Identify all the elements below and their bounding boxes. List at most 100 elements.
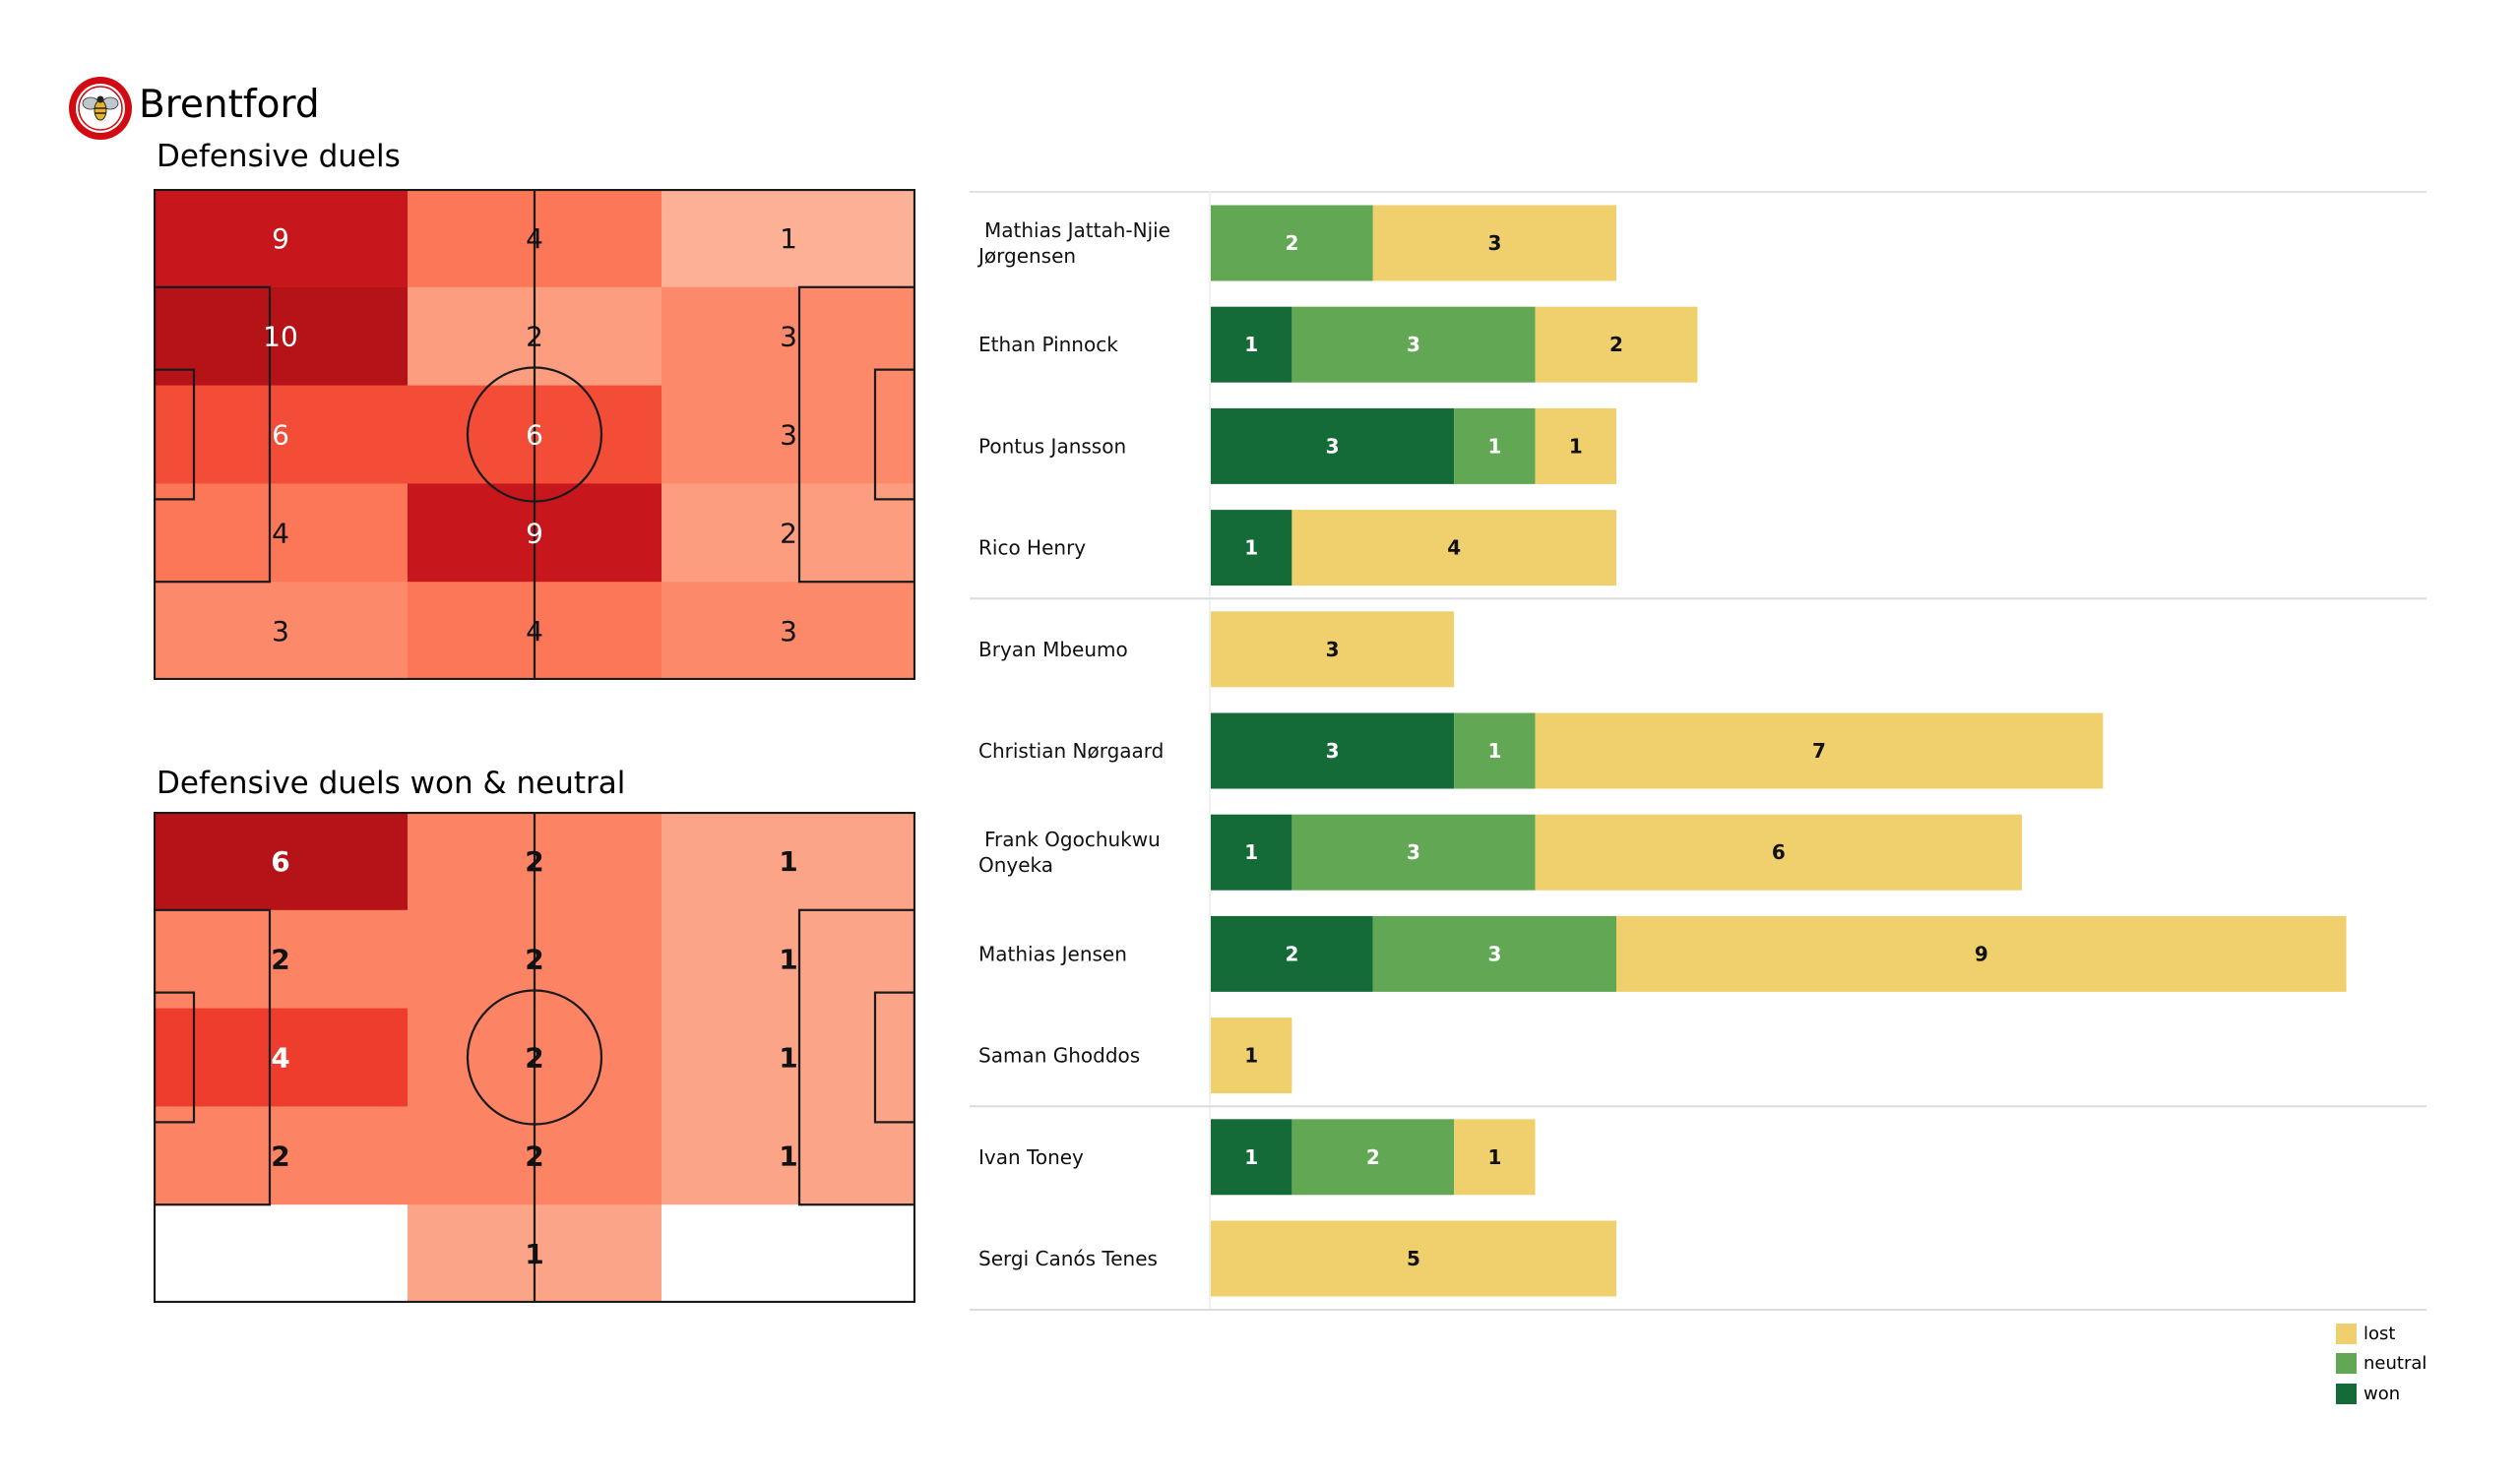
player-label: Sergi Canós Tenes [978, 1247, 1158, 1270]
heatmap-cell-label: 2 [525, 845, 543, 878]
heatmap-cell [662, 189, 915, 288]
legend-swatch-neutral [2336, 1353, 2357, 1375]
bar-value-label: 1 [1244, 840, 1258, 864]
legend-item-lost: lost [2336, 1319, 2426, 1349]
heatmap-cell-label: 1 [779, 944, 797, 976]
heatmap-cell [662, 582, 915, 680]
heatmap-cell [662, 483, 915, 583]
bar-segment-won [1211, 1119, 1292, 1196]
bar-value-label: 1 [1244, 1145, 1258, 1169]
bar-value-label: 3 [1326, 638, 1340, 661]
heatmap-cell-label: 4 [271, 1042, 289, 1075]
bar-value-label: 6 [1772, 840, 1786, 864]
legend-label: neutral [2363, 1353, 2427, 1375]
bar-value-label: 7 [1812, 739, 1826, 763]
player-label: Rico Henry [978, 536, 1086, 560]
team-name: Brentford [139, 83, 320, 127]
heatmap-cell-label: 1 [779, 845, 797, 878]
bar-segment-neutral [1292, 306, 1536, 383]
heatmap-cell-label: 4 [526, 615, 543, 648]
bar-value-label: 3 [1407, 840, 1420, 864]
player-label: Ethan Pinnock [978, 333, 1118, 356]
heatmap-cell-label: 2 [525, 944, 543, 976]
legend: lost neutral won [2336, 1319, 2426, 1409]
heatmap-cell [154, 909, 409, 1010]
bar-segment-won [1211, 712, 1455, 789]
bar-value-label: 1 [1487, 739, 1501, 763]
heatmap-cell-label: 2 [525, 1042, 543, 1075]
heatmap-cell [662, 385, 915, 484]
bar-segment-neutral [1372, 915, 1616, 992]
player-label: Frank Ogochukwu Onyeka [978, 828, 1161, 877]
heatmap-cell [154, 1204, 409, 1303]
heatmap-cell-label: 4 [272, 517, 289, 549]
bar-segment-lost [1292, 510, 1616, 586]
bar-value-label: 3 [1326, 739, 1340, 763]
player-duels-bar-chart: Mathias Jattah-Njie Jørgensen 2 3 Ethan Pinn… [970, 187, 2426, 1319]
heatmap-cell-label: 3 [780, 321, 797, 353]
bar-value-label: 2 [1285, 231, 1298, 255]
heatmap-cell-label: 10 [263, 321, 298, 353]
bar-segment-lost [1535, 306, 1698, 383]
heatmap-cell [154, 1008, 409, 1107]
bar-value-label: 1 [1244, 1044, 1258, 1068]
bar-segment-neutral [1454, 407, 1536, 484]
heatmap-cell [154, 1106, 409, 1205]
bar-value-label: 3 [1487, 942, 1501, 965]
heatmap-cell [154, 812, 409, 911]
legend-item-neutral: neutral [2336, 1349, 2426, 1380]
legend-item-won: won [2336, 1379, 2426, 1409]
bar-segment-won [1211, 407, 1455, 484]
heatmap-cell-label: 9 [526, 517, 543, 549]
heatmap-cell-label: 6 [272, 419, 289, 452]
bar-segment-neutral [1292, 814, 1536, 891]
legend-swatch-lost [2336, 1323, 2357, 1344]
bar-value-label: 1 [1487, 1145, 1501, 1169]
heatmap-cell [662, 1008, 915, 1107]
heatmap-cell-label: 4 [526, 222, 543, 255]
heatmap-cell-label: 1 [525, 1238, 543, 1270]
bar-value-label: 3 [1487, 231, 1501, 255]
heatmap-cell-label: 6 [526, 419, 543, 452]
player-label: Christian Nørgaard [978, 739, 1164, 763]
pitch-lines [154, 812, 915, 1303]
player-label: Bryan Mbeumo [978, 638, 1128, 661]
bar-value-label: 2 [1366, 1145, 1380, 1169]
bar-segment-won [1211, 915, 1373, 992]
heatmap-cell-label: 2 [526, 321, 543, 353]
bar-value-label: 5 [1407, 1247, 1420, 1270]
bar-segment-won [1211, 306, 1292, 383]
heatmap-cell [662, 909, 915, 1010]
heatmap-duels-won-neutral: 6 2 1 2 2 1 4 2 1 2 2 1 1 [154, 812, 915, 1303]
bar-segment-lost [1535, 407, 1616, 484]
bar-segment-lost [1616, 915, 2347, 992]
bar-value-label: 1 [1244, 333, 1258, 356]
bar-segment-lost [1372, 205, 1616, 281]
heatmap-cell-label: 2 [525, 1140, 543, 1172]
heatmap-cell [154, 189, 409, 288]
heatmap-cell [662, 1204, 915, 1303]
heatmap-defensive-duels: 9 4 1 10 2 3 6 6 3 4 9 2 3 4 3 [154, 189, 915, 680]
player-label: Pontus Jansson [978, 434, 1126, 458]
legend-label: lost [2363, 1323, 2396, 1344]
player-label: Ivan Toney [978, 1145, 1084, 1169]
bar-value-label: 1 [1244, 536, 1258, 560]
heatmap-cell-label: 9 [272, 222, 289, 255]
bar-segment-won [1211, 510, 1292, 586]
bar-value-label: 9 [1975, 942, 1988, 965]
heatmap-cell [154, 483, 409, 583]
bar-segment-neutral [1211, 205, 1373, 281]
heatmap-cell [662, 1106, 915, 1205]
heatmap-cell [662, 286, 915, 387]
bar-value-label: 2 [1609, 333, 1623, 356]
bar-segment-lost [1454, 1119, 1536, 1196]
bar-segment-lost [1211, 1018, 1292, 1094]
player-label: Mathias Jattah-Njie Jørgensen [976, 218, 1170, 268]
bar-segment-lost [1535, 712, 2104, 789]
heatmap-title-defensive-duels: Defensive duels [157, 139, 401, 174]
heatmap-cell-label: 2 [780, 517, 797, 549]
bar-segment-lost [1535, 814, 2022, 891]
bar-value-label: 4 [1447, 536, 1461, 560]
bar-segment-lost [1211, 611, 1455, 688]
bar-value-label: 2 [1285, 942, 1298, 965]
